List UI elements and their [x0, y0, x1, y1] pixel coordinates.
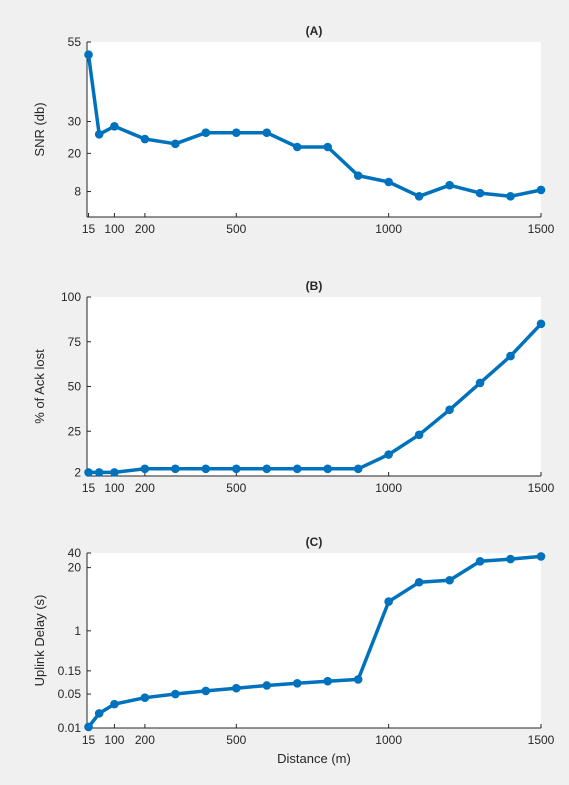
- data-point: [445, 405, 454, 415]
- data-point: [292, 679, 302, 688]
- x-tick-label: 500: [226, 733, 246, 747]
- data-point: [262, 464, 272, 474]
- y-tick-label: 0.05: [58, 687, 82, 701]
- x-tick-label: 500: [226, 481, 246, 495]
- data-point: [110, 122, 119, 131]
- x-tick-label: 100: [104, 481, 124, 495]
- y-tick-label: 0.15: [58, 664, 82, 678]
- chart-title: (B): [306, 279, 323, 293]
- x-tick-label: 15: [82, 733, 96, 747]
- x-tick-label: 200: [135, 481, 155, 495]
- y-tick-label: 20: [68, 146, 82, 160]
- data-point: [384, 450, 393, 459]
- x-tick-label: 200: [135, 222, 155, 236]
- data-point: [445, 575, 454, 585]
- data-point: [536, 319, 546, 329]
- y-tick-label: 30: [68, 115, 82, 129]
- data-point: [292, 464, 302, 474]
- data-point: [262, 128, 272, 137]
- data-point: [536, 185, 546, 195]
- y-tick-label: 40: [68, 546, 82, 560]
- data-point: [506, 351, 515, 361]
- data-point: [323, 676, 333, 686]
- data-point: [201, 686, 211, 696]
- data-point: [94, 709, 104, 718]
- x-tick-label: 1000: [375, 481, 402, 495]
- plot-area: [87, 553, 541, 728]
- data-point: [353, 171, 363, 180]
- data-point: [140, 693, 150, 703]
- x-tick-label: 15: [82, 481, 96, 495]
- data-point: [323, 142, 333, 152]
- chart-panel-1: 15 100 200 500 1000 1500 2 25 50 75 100 (B) % of Ack…: [32, 279, 555, 495]
- x-tick-label: 15: [82, 222, 96, 236]
- x-tick-label: 100: [104, 222, 124, 236]
- y-axis-label: Uplink Delay (s): [32, 595, 47, 687]
- y-tick-label: 50: [68, 380, 82, 394]
- x-tick-label: 1500: [528, 481, 555, 495]
- y-tick-label: 55: [68, 35, 82, 49]
- y-axis-label: SNR (db): [32, 102, 47, 156]
- data-point: [140, 464, 150, 474]
- data-point: [232, 683, 241, 693]
- data-point: [384, 177, 393, 187]
- data-point: [384, 597, 393, 606]
- data-point: [110, 468, 119, 477]
- data-point: [506, 192, 515, 201]
- chart-title: (A): [306, 24, 323, 38]
- data-point: [506, 554, 515, 564]
- y-tick-label: 1: [74, 624, 81, 638]
- y-tick-label: 20: [68, 561, 82, 575]
- data-point: [323, 464, 333, 474]
- data-point: [171, 689, 180, 699]
- x-tick-label: 500: [226, 222, 246, 236]
- data-point: [353, 675, 363, 684]
- plot-area: [87, 297, 541, 476]
- x-tick-label: 200: [135, 733, 155, 747]
- data-point: [353, 464, 363, 474]
- data-point: [414, 577, 424, 587]
- chart-panel-0: 15 100 200 500 1000 1500 8 20 30 55 (A) SNR (db): [32, 24, 555, 236]
- x-tick-label: 1500: [528, 733, 555, 747]
- y-tick-label: 25: [68, 424, 82, 438]
- data-point: [292, 142, 302, 152]
- data-point: [475, 378, 485, 388]
- data-point: [110, 699, 119, 709]
- x-tick-label: 1500: [528, 222, 555, 236]
- data-point: [171, 464, 180, 474]
- y-tick-label: 75: [68, 335, 82, 349]
- data-point: [201, 464, 211, 474]
- chart-title: (C): [306, 535, 323, 549]
- data-point: [171, 139, 180, 149]
- data-point: [84, 722, 93, 732]
- y-tick-label: 100: [61, 290, 81, 304]
- y-axis-label: % of Ack lost: [32, 349, 47, 424]
- data-point: [414, 430, 424, 440]
- data-point: [445, 180, 454, 190]
- x-axis-label: Distance (m): [277, 751, 351, 766]
- data-point: [536, 552, 546, 561]
- data-point: [84, 468, 93, 477]
- data-point: [475, 556, 485, 566]
- y-tick-label: 8: [74, 185, 81, 199]
- data-point: [414, 192, 424, 201]
- y-tick-label: 0.01: [58, 721, 82, 735]
- data-point: [84, 50, 93, 60]
- y-tick-label: 2: [74, 465, 81, 479]
- data-point: [140, 134, 150, 144]
- data-point: [232, 128, 241, 137]
- data-point: [262, 681, 272, 690]
- data-point: [94, 468, 104, 477]
- data-point: [94, 129, 104, 139]
- x-tick-label: 100: [104, 733, 124, 747]
- data-point: [232, 464, 241, 474]
- data-point: [201, 128, 211, 137]
- x-tick-label: 1000: [375, 222, 402, 236]
- data-point: [475, 188, 485, 198]
- x-tick-label: 1000: [375, 733, 402, 747]
